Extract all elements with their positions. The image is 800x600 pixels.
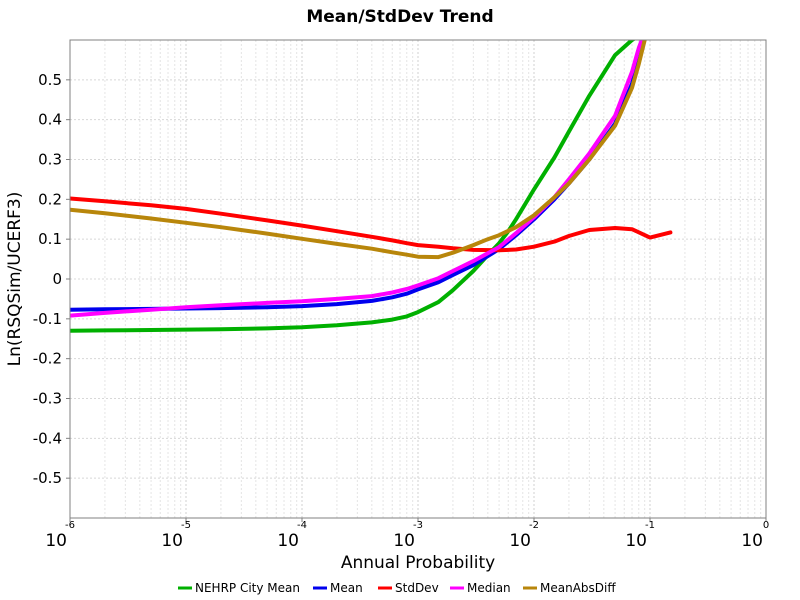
y-tick-label: 0.1 [38,230,62,248]
series-line-meanabsdiff [70,40,647,260]
x-tick-exponent: 0 [763,520,769,531]
series-line-nehrp-city-mean [70,40,636,333]
y-tick-label: 0 [52,270,62,288]
legend: NEHRP City Mean Mean StdDev Median MeanAbsDi… [178,581,616,595]
x-tick-exponent: -3 [413,520,423,531]
x-tick-exponent: -1 [645,520,655,531]
series-line-stddev [70,196,673,253]
x-tick-base: 10 [393,531,415,551]
y-tick-label: -0.5 [33,469,62,487]
y-tick-label: 0.3 [38,151,62,169]
legend-label-meanabsdiff: MeanAbsDiff [540,581,616,595]
y-tick-label: -0.1 [33,310,62,328]
y-tick-label: -0.2 [33,350,62,368]
x-tick-base: 10 [161,531,183,551]
x-tick-base: 10 [625,531,647,551]
chart-title: Mean/StdDev Trend [306,7,493,27]
x-axis-label: Annual Probability [341,553,495,573]
y-tick-label: 0.5 [38,71,62,89]
x-tick-exponent: -5 [181,520,191,531]
x-tick-exponent: -4 [297,520,307,531]
x-tick-exponent: -6 [65,520,75,531]
legend-label-mean: Mean [330,581,363,595]
series-line-median [70,40,644,318]
y-tick-label: 0.2 [38,190,62,208]
y-axis-label: Ln(RSQSim/UCERF3) [5,192,25,367]
y-ticks: 0.5 0.4 0.3 0.2 0.1 0 -0.1 -0.2 -0.3 -0.4 -0.5 [33,71,70,487]
grid [69,40,766,518]
x-tick-exponent: -2 [529,520,539,531]
y-tick-label: -0.3 [33,390,62,408]
y-tick-label: -0.4 [33,429,62,447]
x-tick-base: 10 [277,531,299,551]
x-tick-base: 10 [741,531,763,551]
y-tick-label: 0.4 [38,111,62,129]
x-tick-base: 10 [45,531,67,551]
legend-label-stddev: StdDev [395,581,439,595]
legend-label-nehrp-city-mean: NEHRP City Mean [195,581,300,595]
x-tick-base: 10 [509,531,531,551]
legend-label-median: Median [467,581,511,595]
series-group [70,40,673,333]
